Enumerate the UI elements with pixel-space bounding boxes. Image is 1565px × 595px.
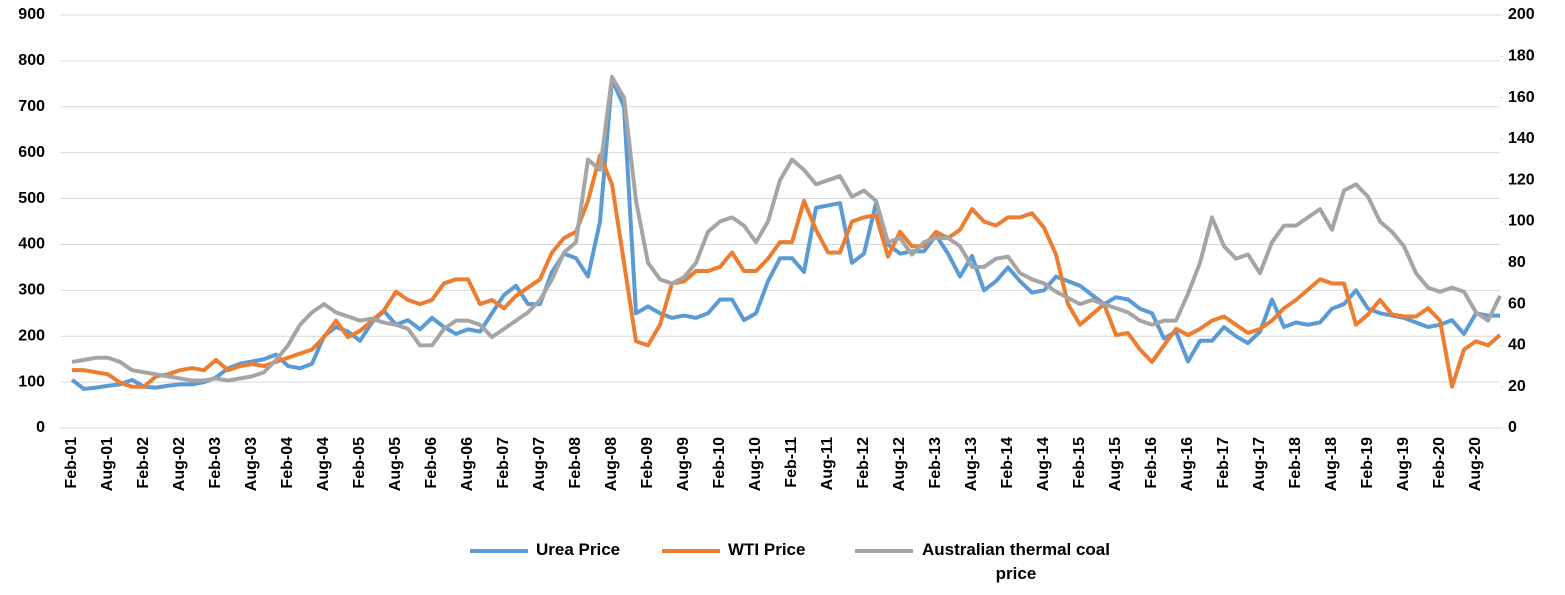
x-tick-label: Feb-06 xyxy=(423,437,440,489)
x-tick-label: Aug-14 xyxy=(1035,437,1052,491)
x-tick-label: Aug-04 xyxy=(315,437,332,491)
legend: Urea Price WTI Price Australian thermal co… xyxy=(0,538,1565,595)
y-tick-label: 600 xyxy=(18,144,45,161)
x-tick-label: Aug-17 xyxy=(1251,437,1268,491)
x-tick-label: Feb-02 xyxy=(135,437,152,489)
x-tick-label: Aug-10 xyxy=(747,437,764,491)
x-tick-label: Feb-17 xyxy=(1215,437,1232,489)
x-tick-label: Aug-03 xyxy=(243,437,260,491)
legend-label: Australian thermal coal price xyxy=(921,540,1110,583)
y2-tick-label: 180 xyxy=(1508,48,1535,65)
x-tick-label: Aug-11 xyxy=(819,437,836,490)
legend-item: Australian thermal coal price xyxy=(855,538,1111,586)
y-tick-label: 0 xyxy=(36,419,45,436)
x-tick-label: Aug-05 xyxy=(387,437,404,491)
y-tick-label: 300 xyxy=(18,282,45,299)
y2-tick-label: 100 xyxy=(1508,213,1535,230)
y2-tick-label: 20 xyxy=(1508,378,1526,395)
legend-swatch xyxy=(855,549,913,553)
x-tick-label: Feb-11 xyxy=(783,437,800,488)
x-tick-label: Aug-06 xyxy=(459,437,476,491)
x-tick-label: Feb-15 xyxy=(1071,437,1088,489)
x-tick-label: Aug-13 xyxy=(963,437,980,491)
legend-swatch xyxy=(470,549,528,553)
x-tick-label: Feb-01 xyxy=(63,437,80,489)
x-tick-label: Feb-20 xyxy=(1431,437,1448,489)
x-tick-label: Feb-08 xyxy=(567,437,584,489)
x-tick-label: Aug-20 xyxy=(1467,437,1484,491)
x-tick-label: Aug-19 xyxy=(1395,437,1412,491)
legend-item: WTI Price xyxy=(662,538,805,562)
x-tick-label: Aug-15 xyxy=(1107,437,1124,491)
x-tick-label: Aug-16 xyxy=(1179,437,1196,491)
x-tick-label: Aug-18 xyxy=(1323,437,1340,491)
legend-label: WTI Price xyxy=(728,540,806,559)
x-tick-label: Feb-05 xyxy=(351,437,368,489)
y-tick-label: 500 xyxy=(18,190,45,207)
y-tick-label: 100 xyxy=(18,373,45,390)
y2-tick-label: 80 xyxy=(1508,254,1526,271)
plot: 0 100 200 300 400 500 600 700 800 900 0 20 40 60 80 100… xyxy=(18,6,1535,491)
x-tick-label: Feb-13 xyxy=(927,437,944,489)
x-tick-label: Aug-02 xyxy=(171,437,188,491)
y2-tick-label: 60 xyxy=(1508,295,1526,312)
x-tick-label: Aug-01 xyxy=(99,437,116,491)
x-tick-label: Aug-09 xyxy=(675,437,692,491)
y2-tick-label: 160 xyxy=(1508,89,1535,106)
x-tick-label: Feb-18 xyxy=(1287,437,1304,489)
x-tick-label: Feb-09 xyxy=(639,437,656,489)
y2-tick-label: 0 xyxy=(1508,419,1517,436)
x-tick-label: Feb-03 xyxy=(207,437,224,489)
x-tick-label: Aug-08 xyxy=(603,437,620,491)
y-tick-label: 200 xyxy=(18,327,45,344)
y2-tick-label: 120 xyxy=(1508,171,1535,188)
x-tick-label: Feb-14 xyxy=(999,437,1016,489)
line xyxy=(70,77,1500,391)
x-tick-label: Feb-07 xyxy=(495,437,512,489)
legend-swatch xyxy=(662,549,720,553)
y-tick-label: 700 xyxy=(18,98,45,115)
y2-tick-label: 200 xyxy=(1508,6,1535,23)
x-tick-label: Feb-10 xyxy=(711,437,728,489)
line xyxy=(71,74,1502,383)
y-tick-label: 400 xyxy=(18,236,45,253)
y-tick-label: 800 xyxy=(18,52,45,69)
y2-tick-label: 40 xyxy=(1508,337,1526,354)
y-tick-label: 900 xyxy=(18,6,45,23)
x-tick-label: Aug-07 xyxy=(531,437,548,491)
x-tick-label: Aug-12 xyxy=(891,437,908,491)
line xyxy=(72,153,1502,389)
x-tick-label: Feb-04 xyxy=(279,437,296,489)
x-tick-label: Feb-16 xyxy=(1143,437,1160,489)
legend-item: Urea Price xyxy=(470,538,620,562)
y2-tick-label: 140 xyxy=(1508,130,1535,147)
legend-label: Urea Price xyxy=(536,540,621,559)
x-tick-label: Feb-19 xyxy=(1359,437,1376,489)
x-tick-label: Feb-12 xyxy=(855,437,872,489)
